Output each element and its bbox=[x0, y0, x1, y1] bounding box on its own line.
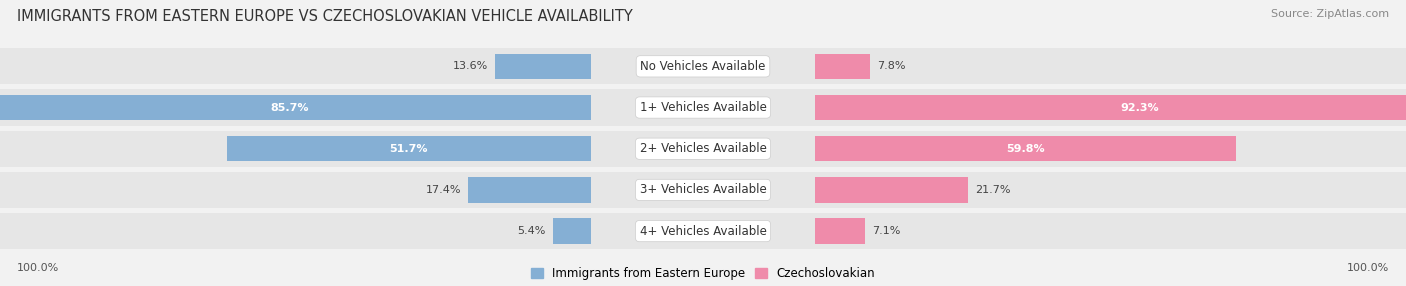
Bar bbox=[495, 53, 591, 79]
Bar bbox=[0, 213, 1406, 249]
Text: 4+ Vehicles Available: 4+ Vehicles Available bbox=[640, 225, 766, 238]
Text: No Vehicles Available: No Vehicles Available bbox=[640, 60, 766, 73]
Bar bbox=[226, 136, 591, 162]
Text: Source: ZipAtlas.com: Source: ZipAtlas.com bbox=[1271, 9, 1389, 19]
Text: 2+ Vehicles Available: 2+ Vehicles Available bbox=[640, 142, 766, 155]
Legend: Immigrants from Eastern Europe, Czechoslovakian: Immigrants from Eastern Europe, Czechosl… bbox=[531, 267, 875, 280]
Bar bbox=[815, 53, 870, 79]
Text: 3+ Vehicles Available: 3+ Vehicles Available bbox=[640, 183, 766, 196]
Text: IMMIGRANTS FROM EASTERN EUROPE VS CZECHOSLOVAKIAN VEHICLE AVAILABILITY: IMMIGRANTS FROM EASTERN EUROPE VS CZECHO… bbox=[17, 9, 633, 23]
Text: 7.1%: 7.1% bbox=[872, 226, 901, 236]
Text: 92.3%: 92.3% bbox=[1121, 103, 1159, 112]
Text: 85.7%: 85.7% bbox=[270, 103, 308, 112]
Bar bbox=[815, 95, 1406, 120]
Bar bbox=[553, 218, 591, 244]
Bar bbox=[815, 177, 969, 203]
Text: 17.4%: 17.4% bbox=[426, 185, 461, 195]
Bar bbox=[815, 218, 866, 244]
Text: 1+ Vehicles Available: 1+ Vehicles Available bbox=[640, 101, 766, 114]
Text: 7.8%: 7.8% bbox=[877, 61, 905, 71]
Bar bbox=[468, 177, 591, 203]
Text: 13.6%: 13.6% bbox=[453, 61, 488, 71]
Bar bbox=[0, 95, 591, 120]
Text: 100.0%: 100.0% bbox=[17, 263, 59, 273]
Bar bbox=[0, 131, 1406, 167]
Text: 51.7%: 51.7% bbox=[389, 144, 427, 154]
Bar bbox=[0, 172, 1406, 208]
Bar bbox=[815, 136, 1236, 162]
Text: 59.8%: 59.8% bbox=[1007, 144, 1045, 154]
Text: 100.0%: 100.0% bbox=[1347, 263, 1389, 273]
Text: 21.7%: 21.7% bbox=[976, 185, 1011, 195]
Bar bbox=[0, 90, 1406, 126]
Bar bbox=[0, 48, 1406, 84]
Text: 5.4%: 5.4% bbox=[517, 226, 546, 236]
